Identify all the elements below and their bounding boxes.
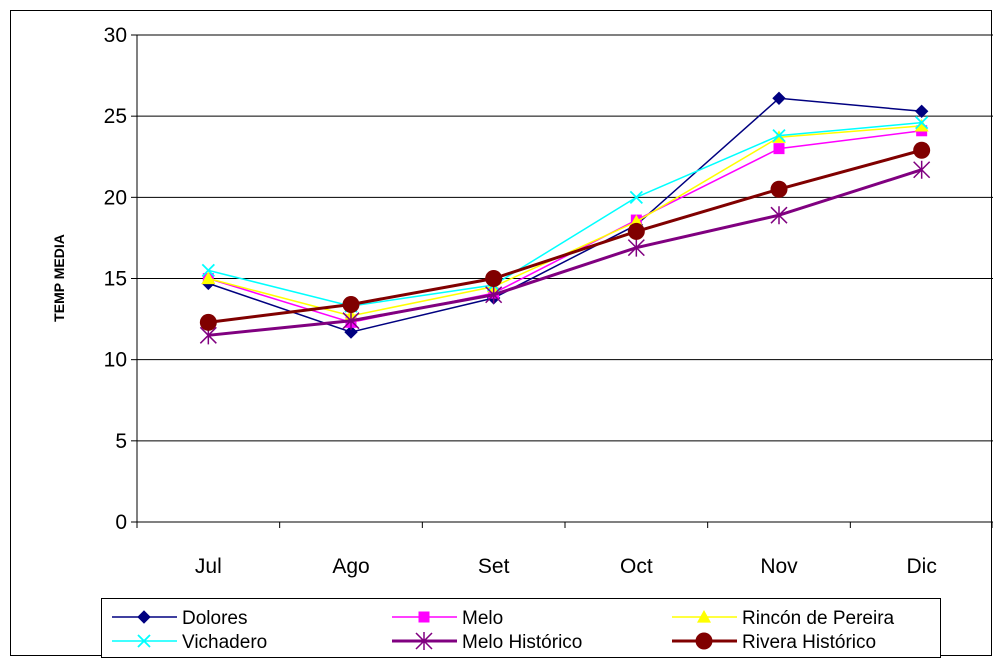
data-point [772,91,786,106]
data-point [914,118,929,132]
legend-item: Dolores [112,608,247,629]
series-rivera-hist-rico [199,141,931,331]
data-point [342,295,360,313]
series-melo-hist-rico [199,160,931,345]
data-point [773,143,785,155]
data-point [485,270,503,287]
y-tick-label: 10 [104,349,127,372]
series-line [208,168,923,337]
x-tick-label: Nov [760,555,798,578]
legend-item: Melo Histórico [392,632,582,653]
y-tick-label: 30 [104,24,127,47]
legend-label: Vichadero [182,632,267,653]
y-tick-label: 15 [104,268,127,291]
x-tick-labels: Jul Ago Set Oct Nov Dic [136,522,993,578]
x-tick-label: Set [478,555,510,578]
data-point [913,141,931,159]
legend-label: Melo Histórico [462,632,582,653]
data-point [415,632,433,650]
data-point [344,325,358,339]
x-tick-label: Ago [332,555,369,578]
y-tick-label: 0 [115,511,127,534]
series-line [208,148,923,324]
data-point [697,610,711,623]
legend-entries: Dolores Melo Rincón de Pereira Vichadero Mel… [112,608,895,653]
data-point [629,190,643,204]
legend-label: Rivera Histórico [742,632,876,653]
data-point [915,116,929,130]
legend: Dolores Melo Rincón de Pereira Vichadero Mel… [101,598,941,658]
series-line [208,121,922,307]
legend-label: Dolores [182,608,247,629]
legend-label: Rincón de Pereira [742,608,895,629]
y-axis-label: TEMP MEDIA [51,234,67,322]
data-point [201,263,215,278]
data-point [913,160,931,179]
data-point [695,632,713,650]
y-tick-label: 20 [104,186,127,209]
y-tick-label: 25 [104,105,127,128]
data-point [772,129,786,143]
series-dolores [201,91,929,339]
x-tick-label: Dic [906,555,936,578]
series-line [208,125,922,317]
series-line [208,130,922,324]
gridlines [137,34,993,442]
data-point [914,104,929,119]
data-point [770,206,788,225]
data-point [201,271,216,285]
series-lines [199,91,931,345]
data-point [627,238,645,257]
y-tick-labels: 0 5 10 15 20 25 30 [104,24,137,534]
data-point [418,611,430,623]
data-point [770,180,788,198]
series-rinc-n-de-pereira [201,118,929,322]
data-point [199,313,217,331]
series-melo [202,125,928,328]
legend-item: Vichadero [112,632,267,653]
legend-item: Rincón de Pereira [672,608,895,629]
legend-item: Melo [392,608,503,629]
legend-item: Rivera Histórico [672,632,876,653]
data-point [137,610,151,624]
x-tick-label: Oct [620,555,653,578]
legend-label: Melo [462,608,503,629]
series-vichadero [201,116,929,313]
y-tick-label: 5 [115,430,127,453]
data-point [137,634,151,648]
x-tick-label: Jul [195,555,222,578]
data-point [627,222,645,240]
data-point [485,285,503,304]
data-point [342,311,360,330]
